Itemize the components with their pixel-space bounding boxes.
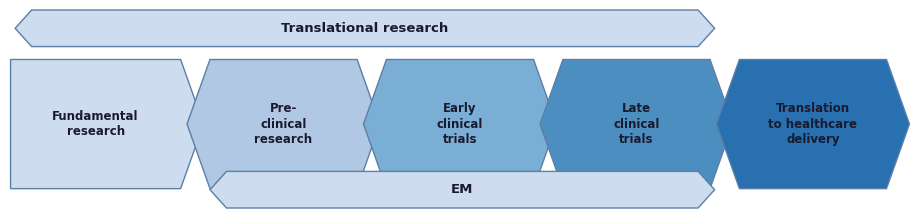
Polygon shape [10,60,203,189]
Text: Pre-
clinical
research: Pre- clinical research [255,102,312,146]
Text: Translational research: Translational research [281,22,448,35]
Polygon shape [210,171,714,208]
Polygon shape [539,60,732,189]
Text: Fundamental
research: Fundamental research [52,110,139,138]
Polygon shape [363,60,556,189]
Text: EM: EM [450,183,473,196]
Text: Early
clinical
trials: Early clinical trials [437,102,482,146]
Polygon shape [716,60,909,189]
Polygon shape [187,60,380,189]
Text: Translation
to healthcare
delivery: Translation to healthcare delivery [767,102,857,146]
Text: Late
clinical
trials: Late clinical trials [613,102,659,146]
Polygon shape [15,10,714,47]
